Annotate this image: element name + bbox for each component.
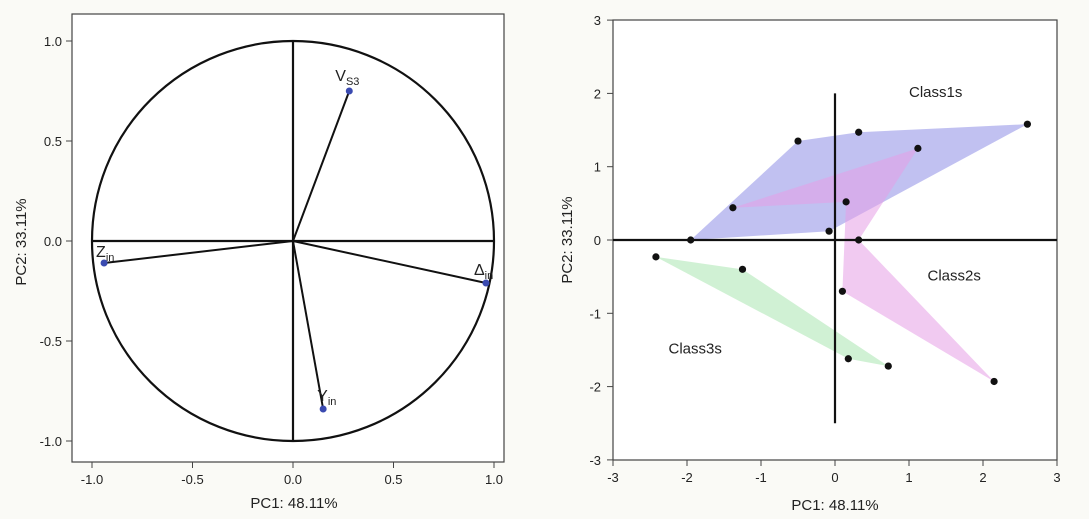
loading-label-sub: in — [328, 396, 337, 408]
loading-label-main: Δ — [474, 262, 485, 279]
loading-point — [100, 259, 108, 267]
y-tick-label: -1.0 — [40, 434, 62, 449]
loading-label: Yin — [317, 388, 336, 408]
loading-label-sub: in — [485, 270, 494, 282]
loading-plot-x-axis-title: PC1: 48.11% — [250, 495, 337, 512]
y-tick-label: 2 — [594, 86, 601, 101]
y-tick-label: -1 — [589, 306, 601, 321]
x-tick-label: 0.0 — [284, 472, 302, 487]
y-tick-label: -0.5 — [40, 334, 62, 349]
y-tick-label: 1.0 — [44, 34, 62, 49]
score-point — [884, 362, 892, 370]
x-tick-label: -0.5 — [181, 472, 203, 487]
loading-label-main: V — [335, 68, 346, 85]
score-plot-x-axis-title: PC1: 48.11% — [791, 497, 878, 514]
class-region — [655, 256, 889, 367]
loading-label: Zin — [96, 244, 114, 264]
class-region — [732, 148, 995, 382]
x-tick-label: -1.0 — [81, 472, 103, 487]
score-point — [825, 227, 833, 235]
score-point — [855, 128, 863, 136]
score-point — [687, 236, 695, 244]
class-label: Class2s — [928, 267, 981, 284]
score-point — [844, 355, 852, 363]
loading-vector — [292, 240, 325, 410]
loading-label-main: Y — [317, 388, 328, 405]
x-tick-label: 0 — [831, 470, 838, 485]
class-label: Class1s — [909, 84, 962, 101]
score-point — [652, 253, 660, 261]
y-tick-label: -3 — [589, 453, 601, 468]
x-tick-label: 1 — [905, 470, 912, 485]
score-point — [738, 265, 747, 273]
x-tick-label: 1.0 — [485, 472, 503, 487]
loading-plot: -1.0 -0.5 0.0 0.5 1.0 1.0 0.5 0.0 -0.5 -1.0 VS3 Zin… — [13, 13, 505, 512]
x-tick-label: 3 — [1053, 470, 1060, 485]
y-tick-label: 0.0 — [44, 234, 62, 249]
score-point — [1023, 120, 1031, 128]
x-tick-label: -3 — [607, 470, 619, 485]
x-tick-label: -1 — [755, 470, 767, 485]
y-tick-label: 1 — [594, 160, 601, 175]
loading-label-main: Z — [96, 244, 106, 261]
x-tick-label: 2 — [979, 470, 986, 485]
loading-vector — [103, 240, 294, 264]
score-point — [838, 287, 847, 295]
loading-vector — [292, 90, 351, 242]
loading-label-sub: S3 — [346, 76, 359, 88]
score-point — [914, 144, 922, 152]
loading-point — [345, 87, 353, 95]
y-tick-label: 0.5 — [44, 134, 62, 149]
loading-label-sub: in — [106, 252, 115, 264]
x-tick-label: 0.5 — [384, 472, 402, 487]
loading-vector — [292, 240, 487, 284]
loading-point — [319, 405, 327, 413]
loading-plot-frame — [71, 13, 505, 463]
loading-label: VS3 — [335, 68, 359, 88]
x-tick-label: -2 — [681, 470, 693, 485]
y-tick-label: 0 — [594, 233, 601, 248]
y-tick-label: -2 — [589, 380, 601, 395]
score-point — [794, 137, 802, 145]
loading-point — [482, 279, 490, 287]
score-plot-y-axis-title: PC2: 33.11% — [559, 196, 576, 283]
score-point — [729, 204, 737, 212]
class-label: Class3s — [669, 341, 722, 358]
score-point — [842, 198, 850, 206]
score-point — [990, 377, 998, 386]
loading-label: Δin — [474, 262, 493, 282]
loading-plot-y-axis-title: PC2: 33.11% — [13, 198, 30, 285]
y-tick-label: 3 — [594, 13, 601, 28]
score-plot: -3 -2 -1 0 1 2 3 3 2 1 0 -1 -2 -3 Class1s Class2s Class3… — [559, 13, 1061, 514]
score-point — [855, 236, 863, 244]
